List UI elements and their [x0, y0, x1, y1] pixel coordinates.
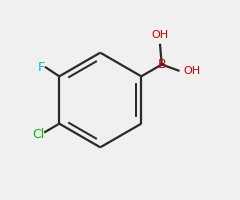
Text: OH: OH	[151, 30, 169, 40]
Text: B: B	[157, 58, 166, 71]
Text: OH: OH	[183, 66, 200, 76]
Text: F: F	[37, 61, 44, 74]
Text: Cl: Cl	[33, 128, 45, 141]
